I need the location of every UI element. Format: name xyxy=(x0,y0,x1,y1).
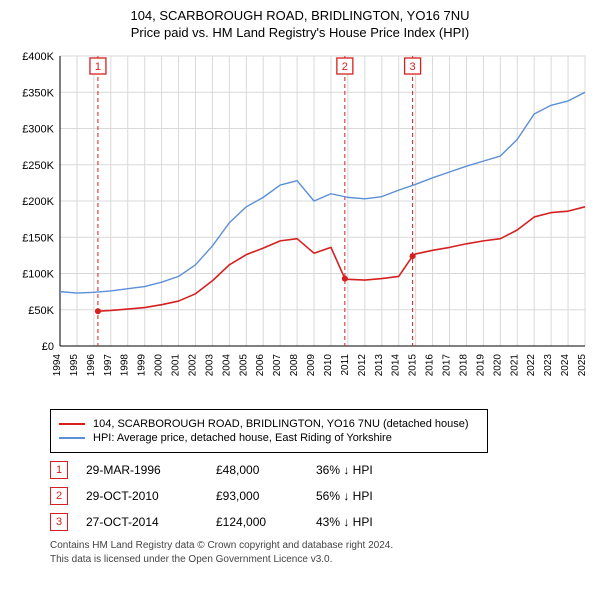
transaction-delta: 36% ↓ HPI xyxy=(316,463,426,477)
svg-text:2024: 2024 xyxy=(560,354,571,377)
svg-text:2: 2 xyxy=(342,61,348,73)
chart-svg: £0 £50K £100K £150K £200K £250K £300K £350K £400… xyxy=(10,46,590,401)
page: 104, SCARBOROUGH ROAD, BRIDLINGTON, YO16… xyxy=(0,0,600,590)
transaction-price: £93,000 xyxy=(216,489,316,503)
svg-text:2017: 2017 xyxy=(442,354,453,377)
svg-text:£250K: £250K xyxy=(22,160,54,172)
table-row: 1 29-MAR-1996 £48,000 36% ↓ HPI xyxy=(50,461,580,479)
svg-text:2007: 2007 xyxy=(272,354,283,377)
legend: 104, SCARBOROUGH ROAD, BRIDLINGTON, YO16… xyxy=(50,409,488,453)
svg-text:2004: 2004 xyxy=(221,354,232,377)
svg-text:2000: 2000 xyxy=(154,354,165,377)
legend-swatch-hpi xyxy=(59,437,85,439)
svg-text:2018: 2018 xyxy=(458,354,469,377)
svg-text:£100K: £100K xyxy=(22,269,54,281)
svg-text:£150K: £150K xyxy=(22,232,54,244)
event-marker-1: 1 xyxy=(50,461,68,479)
event-marker-2: 2 xyxy=(50,487,68,505)
svg-text:1998: 1998 xyxy=(120,354,131,377)
svg-text:2014: 2014 xyxy=(391,354,402,377)
svg-text:£400K: £400K xyxy=(22,51,54,63)
legend-label: 104, SCARBOROUGH ROAD, BRIDLINGTON, YO16… xyxy=(93,418,469,430)
footer: Contains HM Land Registry data © Crown c… xyxy=(50,539,580,566)
footer-line: This data is licensed under the Open Gov… xyxy=(50,553,580,567)
transaction-price: £124,000 xyxy=(216,515,316,529)
legend-row: 104, SCARBOROUGH ROAD, BRIDLINGTON, YO16… xyxy=(59,418,479,430)
svg-text:1: 1 xyxy=(95,61,101,73)
svg-text:2005: 2005 xyxy=(238,354,249,377)
svg-text:2019: 2019 xyxy=(475,354,486,377)
svg-text:£50K: £50K xyxy=(28,305,54,317)
legend-row: HPI: Average price, detached house, East… xyxy=(59,432,479,444)
svg-text:2002: 2002 xyxy=(187,354,198,377)
svg-text:£200K: £200K xyxy=(22,196,54,208)
transaction-date: 29-MAR-1996 xyxy=(86,463,216,477)
svg-text:2013: 2013 xyxy=(374,354,385,377)
footer-line: Contains HM Land Registry data © Crown c… xyxy=(50,539,580,553)
svg-text:2009: 2009 xyxy=(306,354,317,377)
svg-text:2011: 2011 xyxy=(340,354,351,376)
event-marker-3: 3 xyxy=(50,513,68,531)
table-row: 3 27-OCT-2014 £124,000 43% ↓ HPI xyxy=(50,513,580,531)
transaction-date: 27-OCT-2014 xyxy=(86,515,216,529)
legend-swatch-property xyxy=(59,423,85,425)
svg-text:2010: 2010 xyxy=(323,354,334,377)
svg-text:2021: 2021 xyxy=(509,354,520,377)
page-title: 104, SCARBOROUGH ROAD, BRIDLINGTON, YO16… xyxy=(10,8,590,23)
svg-text:2003: 2003 xyxy=(204,354,215,377)
svg-text:2012: 2012 xyxy=(357,354,368,377)
svg-text:2023: 2023 xyxy=(543,354,554,377)
svg-text:1995: 1995 xyxy=(69,354,80,377)
svg-text:£350K: £350K xyxy=(22,87,54,99)
transactions-table: 1 29-MAR-1996 £48,000 36% ↓ HPI 2 29-OCT… xyxy=(50,461,580,531)
svg-text:1994: 1994 xyxy=(52,354,63,377)
svg-text:2025: 2025 xyxy=(577,354,588,377)
transaction-price: £48,000 xyxy=(216,463,316,477)
svg-text:2022: 2022 xyxy=(526,354,537,377)
transaction-delta: 43% ↓ HPI xyxy=(316,515,426,529)
svg-text:1999: 1999 xyxy=(137,354,148,377)
page-subtitle: Price paid vs. HM Land Registry's House … xyxy=(10,25,590,40)
svg-text:£0: £0 xyxy=(42,341,54,353)
svg-text:2001: 2001 xyxy=(171,354,182,377)
table-row: 2 29-OCT-2010 £93,000 56% ↓ HPI xyxy=(50,487,580,505)
transaction-date: 29-OCT-2010 xyxy=(86,489,216,503)
price-chart: £0 £50K £100K £150K £200K £250K £300K £350K £400… xyxy=(10,46,590,401)
svg-text:1997: 1997 xyxy=(103,354,114,377)
legend-label: HPI: Average price, detached house, East… xyxy=(93,432,392,444)
svg-text:2006: 2006 xyxy=(255,354,266,377)
transaction-delta: 56% ↓ HPI xyxy=(316,489,426,503)
svg-text:2008: 2008 xyxy=(289,354,300,377)
svg-text:1996: 1996 xyxy=(86,354,97,377)
svg-text:3: 3 xyxy=(410,61,416,73)
svg-text:£300K: £300K xyxy=(22,124,54,136)
svg-text:2016: 2016 xyxy=(425,354,436,377)
svg-text:2020: 2020 xyxy=(492,354,503,377)
svg-text:2015: 2015 xyxy=(408,354,419,377)
